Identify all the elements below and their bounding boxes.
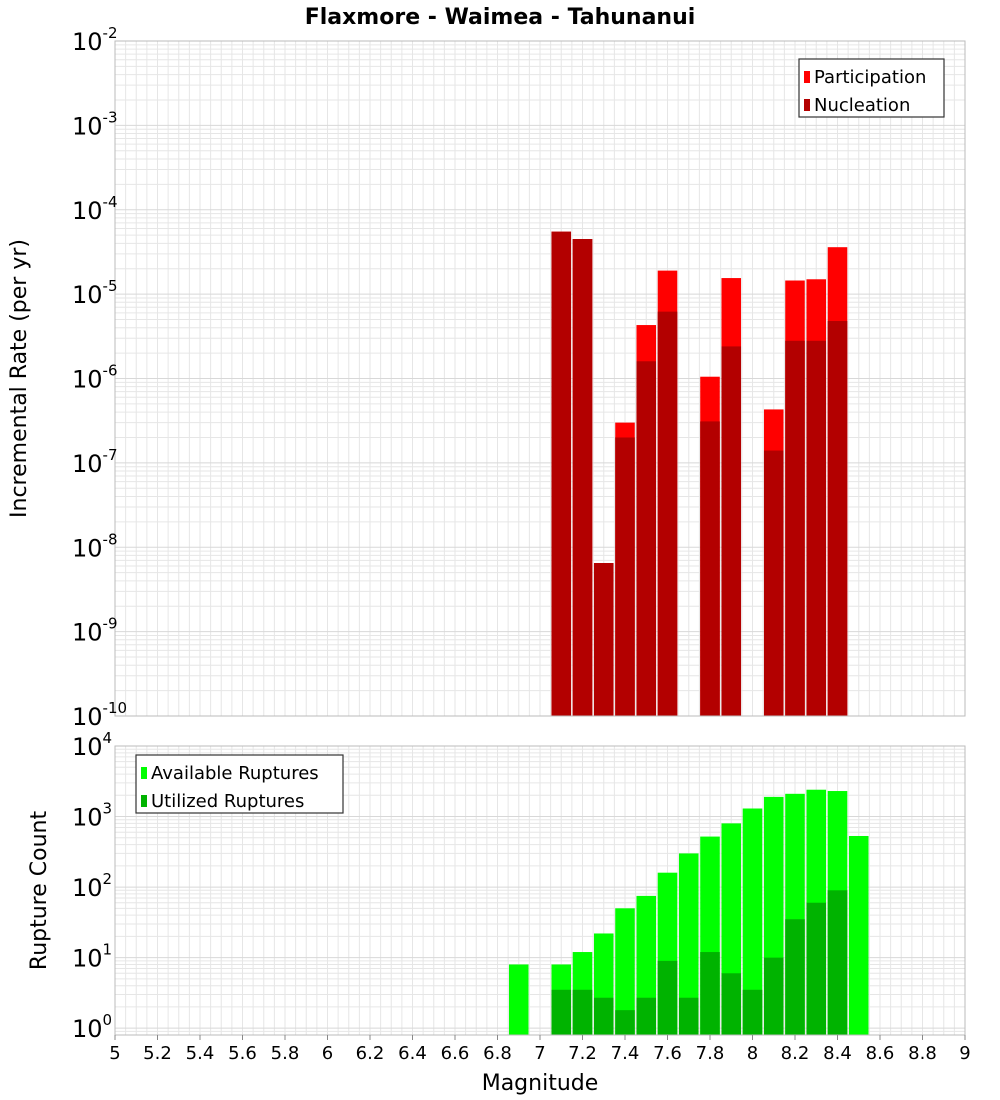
bar — [742, 989, 763, 1035]
y-tick-label: 10-9 — [72, 615, 118, 647]
x-tick-label: 7.2 — [568, 1043, 597, 1064]
x-tick-label: 6.4 — [398, 1043, 427, 1064]
x-tick-label: 6.2 — [356, 1043, 385, 1064]
bar — [593, 563, 614, 716]
x-tick-label: 9 — [959, 1043, 970, 1064]
x-tick-label: 7.6 — [653, 1043, 682, 1064]
x-tick-label: 8.2 — [781, 1043, 810, 1064]
gridlines — [114, 41, 966, 717]
bar — [615, 908, 635, 1035]
bar — [678, 853, 699, 1035]
legend-box — [135, 754, 344, 814]
legend-swatch — [141, 795, 147, 807]
x-tick-label: 8.8 — [908, 1043, 937, 1064]
bar — [721, 346, 742, 716]
bar — [593, 997, 614, 1035]
x-axis-title: Magnitude — [482, 1071, 599, 1096]
x-tick-label: 6.8 — [483, 1043, 512, 1064]
top-panel: 10-10 10-9 10-8 10-7 10-6 10-5 10-4 10-3 10-2 Inc… — [7, 24, 966, 731]
bar — [827, 890, 848, 1035]
y-tick-labels: 10-10 10-9 10-8 10-7 10-6 10-5 10-4 10-3 10-2 — [72, 24, 127, 731]
bar — [657, 960, 678, 1035]
x-tick-label: 8 — [747, 1043, 758, 1064]
x-tick-label: 5 — [109, 1043, 120, 1064]
legend-bottom: Available Ruptures Utilized Ruptures — [135, 754, 344, 814]
x-tick-label: 5.2 — [143, 1043, 172, 1064]
bar — [572, 239, 593, 716]
series-nucleation — [551, 231, 848, 716]
y-tick-label: 103 — [72, 800, 112, 832]
y-tick-label: 10-4 — [72, 193, 118, 225]
bar — [572, 989, 593, 1035]
bar — [700, 421, 720, 716]
legend-label: Available Ruptures — [151, 763, 319, 784]
bar — [636, 361, 657, 716]
chart-title: Flaxmore - Waimea - Tahunanui — [305, 5, 696, 30]
x-tick-label: 5.6 — [228, 1043, 257, 1064]
bar — [721, 973, 742, 1035]
bar — [657, 311, 678, 716]
x-tick-label: 7.8 — [696, 1043, 725, 1064]
legend-label: Nucleation — [814, 95, 910, 116]
bar — [551, 989, 572, 1035]
bar — [785, 340, 805, 716]
y-tick-label: 100 — [72, 1011, 112, 1043]
bar — [508, 964, 529, 1035]
x-tick-label: 5.8 — [271, 1043, 300, 1064]
x-tick-label: 7.4 — [611, 1043, 640, 1064]
bar — [763, 450, 784, 716]
bar — [785, 919, 805, 1035]
y-tick-label: 10-10 — [72, 699, 127, 731]
y-tick-label: 10-8 — [72, 530, 118, 562]
legend-swatch — [804, 99, 810, 111]
bar — [848, 835, 869, 1035]
y-tick-label: 101 — [72, 941, 112, 973]
y-tick-label: 10-7 — [72, 446, 118, 478]
bar — [615, 1010, 635, 1035]
legend-label: Participation — [814, 67, 926, 88]
bar — [742, 808, 763, 1035]
bar — [636, 997, 657, 1035]
bottom-panel: 100 101 102 103 104 Rupture Count — [27, 729, 966, 1043]
bar — [615, 437, 635, 716]
x-tick-label: 7 — [534, 1043, 545, 1064]
x-tick-label: 6 — [322, 1043, 333, 1064]
x-tick-labels: 5 5.2 5.4 5.6 5.8 6 6.2 6.4 6.6 6.8 7 7.2 7.4 7.6 7.8 8… — [109, 1035, 971, 1064]
bar — [806, 902, 827, 1035]
legend-box — [798, 58, 945, 118]
x-tick-label: 8.4 — [823, 1043, 852, 1064]
series-available-ruptures — [508, 789, 869, 1035]
y-axis-title: Rupture Count — [27, 811, 52, 971]
legend-swatch — [141, 767, 147, 779]
plot-frame — [114, 40, 966, 717]
x-tick-label: 6.6 — [441, 1043, 470, 1064]
legend-label: Utilized Ruptures — [151, 791, 304, 812]
x-tick-label: 5.4 — [186, 1043, 215, 1064]
y-tick-label: 10-2 — [72, 24, 118, 56]
y-tick-label: 10-5 — [72, 277, 118, 309]
y-tick-label: 104 — [72, 729, 112, 761]
bar — [678, 997, 699, 1035]
y-tick-label: 10-6 — [72, 362, 118, 394]
bar — [827, 321, 848, 716]
y-axis-title: Incremental Rate (per yr) — [7, 239, 32, 518]
bar — [763, 957, 784, 1035]
series-utilized-ruptures — [551, 890, 848, 1035]
legend-top: Participation Nucleation — [798, 58, 945, 118]
bar — [806, 340, 827, 716]
bar — [700, 952, 720, 1035]
y-tick-labels: 100 101 102 103 104 — [72, 729, 112, 1043]
bar — [551, 231, 572, 716]
y-tick-label: 10-3 — [72, 108, 118, 140]
x-tick-label: 8.6 — [866, 1043, 895, 1064]
legend-swatch — [804, 71, 810, 83]
y-tick-label: 102 — [72, 870, 112, 902]
